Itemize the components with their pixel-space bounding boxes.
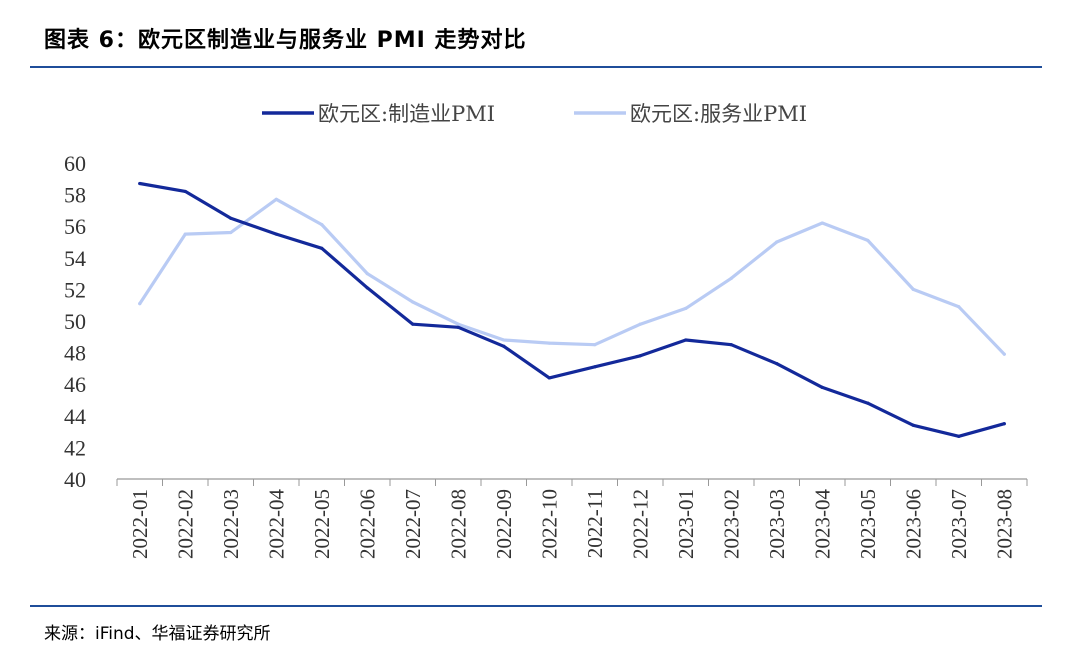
x-tick-label: 2022-03	[219, 489, 243, 559]
data-point	[365, 272, 369, 276]
data-point	[274, 197, 278, 201]
data-point	[911, 287, 915, 291]
legend: 欧元区:制造业PMI 欧元区:服务业PMI	[262, 102, 807, 126]
y-tick-label: 60	[64, 151, 86, 176]
y-tick-label: 58	[64, 183, 86, 208]
x-tick-label: 2023-05	[856, 489, 880, 559]
y-tick-label: 46	[64, 372, 86, 397]
data-point	[775, 240, 779, 244]
x-tick-label: 2023-01	[674, 489, 698, 559]
data-point	[866, 238, 870, 243]
x-tick-label: 2022-01	[128, 489, 152, 559]
data-point	[638, 322, 642, 326]
x-tick-label: 2023-02	[719, 489, 743, 559]
x-tick-label: 2023-07	[947, 489, 971, 559]
x-tick-label: 2022-05	[310, 489, 334, 559]
y-tick-label: 40	[64, 467, 86, 492]
data-point	[684, 306, 688, 310]
data-point	[729, 276, 733, 280]
page-title: 图表 6：欧元区制造业与服务业 PMI 走势对比	[44, 28, 527, 53]
data-point	[138, 302, 142, 306]
x-tick-label: 2022-02	[173, 489, 197, 559]
data-point	[547, 341, 551, 345]
data-point	[957, 305, 961, 309]
data-point	[820, 221, 824, 225]
x-tick-label: 2022-11	[583, 489, 607, 558]
data-point	[502, 338, 506, 342]
series-line-manufacturing	[138, 181, 1006, 438]
data-point	[229, 230, 233, 235]
y-tick-label: 44	[64, 404, 86, 429]
axes: 40 42 44 46 48 50 52 54 56 58 60 2022-01 2022-02 2022…	[64, 151, 1028, 559]
legend-label: 欧元区:制造业PMI	[318, 102, 495, 126]
source-divider	[30, 605, 1042, 607]
x-tick-label: 2022-09	[492, 489, 516, 559]
legend-label: 欧元区:服务业PMI	[630, 102, 807, 126]
x-tick-label: 2022-08	[446, 489, 470, 559]
data-point	[593, 343, 597, 347]
y-tick-label: 50	[64, 309, 86, 334]
source-note: 来源：iFind、华福证券研究所	[44, 624, 271, 644]
y-tick-label: 48	[64, 341, 86, 366]
y-tick-label: 52	[64, 277, 86, 302]
y-tick-label: 42	[64, 435, 86, 460]
data-point	[411, 300, 415, 304]
x-tick-label: 2022-06	[355, 489, 379, 559]
x-tick-label: 2022-04	[264, 489, 288, 559]
x-tick-label: 2023-04	[810, 489, 834, 559]
title-divider	[30, 66, 1042, 68]
x-tick-label: 2022-10	[537, 489, 561, 559]
x-tick-label: 2023-03	[765, 489, 789, 559]
x-tick-label: 2023-08	[992, 489, 1016, 559]
data-point	[320, 223, 324, 227]
x-tick-label: 2022-07	[401, 489, 425, 559]
series-lines	[138, 181, 1006, 438]
data-point	[456, 322, 460, 326]
data-point	[183, 232, 187, 236]
y-tick-label: 54	[64, 246, 86, 271]
x-tick-label: 2023-06	[901, 489, 925, 559]
series-line-services	[138, 197, 1006, 356]
data-point	[1002, 352, 1006, 356]
x-tick-label: 2022-12	[628, 489, 652, 559]
y-tick-label: 56	[64, 214, 86, 239]
